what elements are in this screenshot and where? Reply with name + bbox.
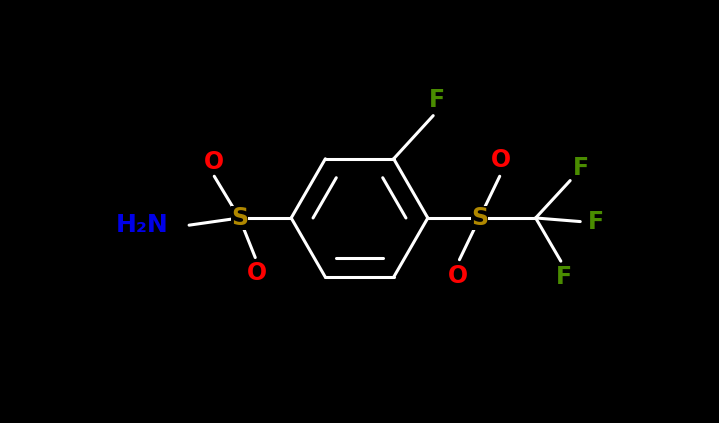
Text: O: O <box>247 261 267 286</box>
Text: F: F <box>573 156 589 180</box>
Text: H₂N: H₂N <box>116 213 169 237</box>
Text: F: F <box>429 88 445 112</box>
Text: S: S <box>231 206 248 230</box>
Text: O: O <box>448 264 468 288</box>
Text: F: F <box>557 265 572 289</box>
Text: F: F <box>588 209 604 233</box>
Text: O: O <box>204 150 224 174</box>
Text: S: S <box>471 206 488 230</box>
Text: O: O <box>491 148 511 173</box>
